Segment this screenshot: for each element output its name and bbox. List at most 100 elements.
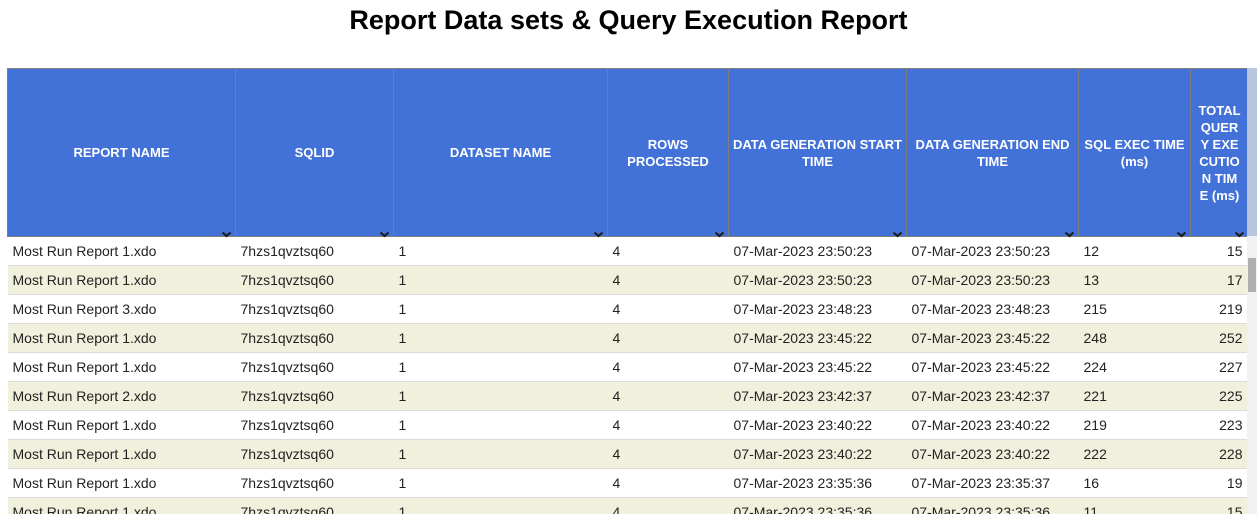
cell-data-generation-start-time: 07-Mar-2023 23:35:36 <box>728 497 907 514</box>
cell-report-name: Most Run Report 1.xdo <box>7 497 236 514</box>
column-header-rows-processed[interactable]: ROWS PROCESSED <box>607 68 729 238</box>
cell-data-generation-start-time: 07-Mar-2023 23:50:23 <box>728 236 907 266</box>
cell-report-name: Most Run Report 2.xdo <box>7 381 236 411</box>
cell-dataset-name: 1 <box>393 265 608 295</box>
cell-rows-processed: 4 <box>607 294 729 324</box>
column-header-label: SQLID <box>294 145 335 160</box>
chevron-down-icon[interactable] <box>593 225 604 238</box>
cell-sqlid: 7hzs1qvztsq60 <box>235 236 394 266</box>
table-body: Most Run Report 1.xdo 7hzs1qvztsq60 1 4 … <box>7 236 1248 514</box>
cell-dataset-name: 1 <box>393 410 608 440</box>
cell-sql-exec-time: 12 <box>1078 236 1191 266</box>
cell-dataset-name: 1 <box>393 468 608 498</box>
cell-sql-exec-time: 13 <box>1078 265 1191 295</box>
table-row: Most Run Report 2.xdo 7hzs1qvztsq60 1 4 … <box>7 381 1248 411</box>
cell-total-query-execution-time: 19 <box>1190 468 1248 498</box>
cell-data-generation-end-time: 07-Mar-2023 23:50:23 <box>906 236 1079 266</box>
cell-total-query-execution-time: 15 <box>1190 497 1248 514</box>
cell-total-query-execution-time: 227 <box>1190 352 1248 382</box>
column-header-label: DATASET NAME <box>449 145 552 160</box>
cell-dataset-name: 1 <box>393 381 608 411</box>
table-row: Most Run Report 1.xdo 7hzs1qvztsq60 1 4 … <box>7 323 1248 353</box>
scrollbar-thumb[interactable] <box>1248 258 1256 292</box>
cell-total-query-execution-time: 17 <box>1190 265 1248 295</box>
cell-sql-exec-time: 16 <box>1078 468 1191 498</box>
table-row: Most Run Report 3.xdo 7hzs1qvztsq60 1 4 … <box>7 294 1248 324</box>
cell-sql-exec-time: 221 <box>1078 381 1191 411</box>
cell-data-generation-end-time: 07-Mar-2023 23:40:22 <box>906 410 1079 440</box>
cell-data-generation-end-time: 07-Mar-2023 23:35:37 <box>906 468 1079 498</box>
cell-sql-exec-time: 224 <box>1078 352 1191 382</box>
cell-rows-processed: 4 <box>607 497 729 514</box>
cell-rows-processed: 4 <box>607 381 729 411</box>
chevron-down-icon[interactable] <box>1234 225 1245 238</box>
chevron-down-icon[interactable] <box>892 225 903 238</box>
scrollbar-track-header-segment <box>1247 68 1257 236</box>
cell-data-generation-start-time: 07-Mar-2023 23:35:36 <box>728 468 907 498</box>
cell-data-generation-start-time: 07-Mar-2023 23:42:37 <box>728 381 907 411</box>
chevron-down-icon[interactable] <box>221 225 232 238</box>
cell-sql-exec-time: 248 <box>1078 323 1191 353</box>
cell-sqlid: 7hzs1qvztsq60 <box>235 439 394 469</box>
column-header-sqlid[interactable]: SQLID <box>235 68 394 238</box>
cell-rows-processed: 4 <box>607 265 729 295</box>
cell-rows-processed: 4 <box>607 352 729 382</box>
cell-report-name: Most Run Report 1.xdo <box>7 352 236 382</box>
cell-data-generation-end-time: 07-Mar-2023 23:48:23 <box>906 294 1079 324</box>
table-row: Most Run Report 1.xdo 7hzs1qvztsq60 1 4 … <box>7 410 1248 440</box>
table-row: Most Run Report 1.xdo 7hzs1qvztsq60 1 4 … <box>7 439 1248 469</box>
cell-sqlid: 7hzs1qvztsq60 <box>235 410 394 440</box>
cell-data-generation-end-time: 07-Mar-2023 23:45:22 <box>906 323 1079 353</box>
cell-sql-exec-time: 11 <box>1078 497 1191 514</box>
cell-rows-processed: 4 <box>607 236 729 266</box>
column-header-label: TOTAL QUERY EXECUTION TIME (ms) <box>1198 102 1241 203</box>
cell-sqlid: 7hzs1qvztsq60 <box>235 352 394 382</box>
cell-data-generation-start-time: 07-Mar-2023 23:45:22 <box>728 323 907 353</box>
chevron-down-icon[interactable] <box>1064 225 1075 238</box>
cell-total-query-execution-time: 219 <box>1190 294 1248 324</box>
column-header-label: DATA GENERATION START TIME <box>733 136 902 169</box>
chevron-down-icon[interactable] <box>1176 225 1187 238</box>
vertical-scrollbar[interactable] <box>1247 68 1257 514</box>
cell-sqlid: 7hzs1qvztsq60 <box>235 381 394 411</box>
column-header-data-generation-start-time[interactable]: DATA GENERATION START TIME <box>728 68 907 238</box>
report-table-container: REPORT NAME SQLID DATASET NAME <box>7 68 1248 514</box>
table-row: Most Run Report 1.xdo 7hzs1qvztsq60 1 4 … <box>7 497 1248 514</box>
cell-data-generation-start-time: 07-Mar-2023 23:40:22 <box>728 439 907 469</box>
cell-sql-exec-time: 215 <box>1078 294 1191 324</box>
cell-dataset-name: 1 <box>393 497 608 514</box>
cell-sqlid: 7hzs1qvztsq60 <box>235 468 394 498</box>
cell-report-name: Most Run Report 3.xdo <box>7 294 236 324</box>
cell-data-generation-end-time: 07-Mar-2023 23:45:22 <box>906 352 1079 382</box>
cell-dataset-name: 1 <box>393 236 608 266</box>
column-header-label: SQL EXEC TIME (ms) <box>1084 136 1185 169</box>
column-header-data-generation-end-time[interactable]: DATA GENERATION END TIME <box>906 68 1079 238</box>
table-row: Most Run Report 1.xdo 7hzs1qvztsq60 1 4 … <box>7 352 1248 382</box>
column-header-sql-exec-time[interactable]: SQL EXEC TIME (ms) <box>1078 68 1191 238</box>
column-header-dataset-name[interactable]: DATASET NAME <box>393 68 608 238</box>
cell-dataset-name: 1 <box>393 352 608 382</box>
chevron-down-icon[interactable] <box>714 225 725 238</box>
table-row: Most Run Report 1.xdo 7hzs1qvztsq60 1 4 … <box>7 265 1248 295</box>
column-header-total-query-execution-time[interactable]: TOTAL QUERY EXECUTION TIME (ms) <box>1190 68 1248 238</box>
cell-rows-processed: 4 <box>607 439 729 469</box>
cell-data-generation-end-time: 07-Mar-2023 23:42:37 <box>906 381 1079 411</box>
cell-sqlid: 7hzs1qvztsq60 <box>235 497 394 514</box>
cell-report-name: Most Run Report 1.xdo <box>7 468 236 498</box>
cell-dataset-name: 1 <box>393 439 608 469</box>
cell-data-generation-start-time: 07-Mar-2023 23:40:22 <box>728 410 907 440</box>
cell-data-generation-start-time: 07-Mar-2023 23:50:23 <box>728 265 907 295</box>
cell-data-generation-start-time: 07-Mar-2023 23:48:23 <box>728 294 907 324</box>
chevron-down-icon[interactable] <box>379 225 390 238</box>
cell-data-generation-end-time: 07-Mar-2023 23:50:23 <box>906 265 1079 295</box>
cell-dataset-name: 1 <box>393 294 608 324</box>
column-header-label: ROWS PROCESSED <box>627 136 709 169</box>
cell-total-query-execution-time: 15 <box>1190 236 1248 266</box>
cell-sqlid: 7hzs1qvztsq60 <box>235 294 394 324</box>
cell-total-query-execution-time: 223 <box>1190 410 1248 440</box>
cell-sql-exec-time: 222 <box>1078 439 1191 469</box>
table-header-row: REPORT NAME SQLID DATASET NAME <box>7 68 1248 238</box>
cell-data-generation-end-time: 07-Mar-2023 23:35:36 <box>906 497 1079 514</box>
cell-report-name: Most Run Report 1.xdo <box>7 236 236 266</box>
column-header-report-name[interactable]: REPORT NAME <box>7 68 236 238</box>
